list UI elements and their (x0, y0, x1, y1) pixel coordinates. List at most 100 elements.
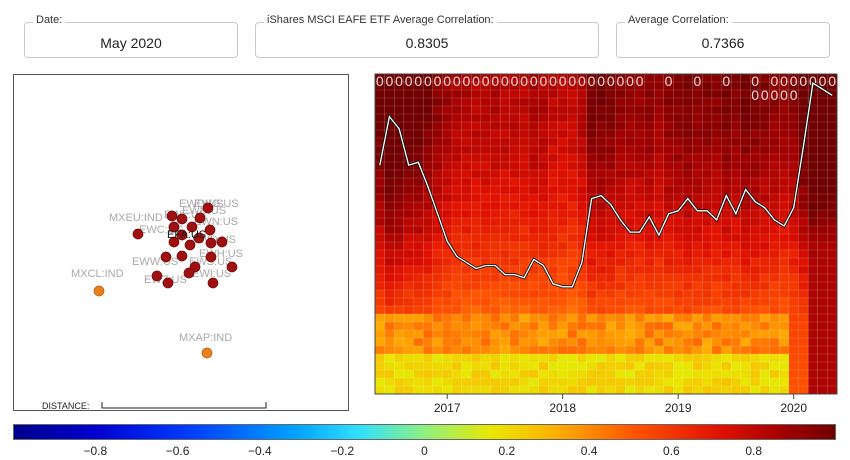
heatmap-cell (442, 201, 453, 211)
heatmap-cell (702, 121, 713, 131)
heatmap-cell (499, 113, 511, 123)
network-node[interactable] (194, 212, 206, 224)
heatmap-cell (721, 129, 732, 139)
network-node[interactable] (186, 221, 198, 233)
heatmap-cell (817, 289, 828, 299)
heatmap-cell (653, 153, 665, 163)
network-node[interactable] (132, 228, 144, 240)
heatmap-cell (653, 97, 665, 107)
heatmap-cell (480, 385, 491, 395)
heatmap-cell (625, 169, 636, 179)
heatmap-cell (740, 361, 751, 371)
heatmap-cell (509, 353, 520, 363)
heatmap-cell (586, 321, 597, 331)
network-node[interactable] (216, 236, 228, 248)
network-node[interactable] (160, 251, 172, 263)
heatmap-cell (682, 273, 694, 283)
network-node[interactable] (168, 221, 180, 233)
network-node[interactable] (151, 270, 163, 282)
heatmap-cell (730, 97, 742, 107)
date-field[interactable]: Date: May 2020 (24, 14, 238, 58)
heatmap-cell (403, 185, 414, 195)
heatmap-cell (451, 177, 463, 187)
heatmap-cell (653, 137, 665, 147)
heatmap-cell (750, 145, 761, 155)
heatmap-cell (538, 249, 549, 259)
heatmap-cell (702, 177, 713, 187)
heatmap-cell (394, 249, 405, 259)
heatmap-cell (374, 169, 386, 179)
heatmap-cell (673, 321, 684, 331)
network-node[interactable] (162, 277, 174, 289)
heatmap-cell (557, 385, 568, 395)
date-value: May 2020 (100, 35, 162, 51)
network-node[interactable] (184, 239, 196, 251)
heatmap-cell (557, 89, 568, 99)
network-node[interactable] (205, 237, 217, 249)
heatmap-cell (499, 361, 511, 371)
colorbar-tick-label: 0.2 (498, 444, 516, 458)
heatmap-cell (615, 353, 626, 363)
network-node[interactable] (204, 224, 216, 236)
heatmap-cell (576, 153, 588, 163)
heatmap-cell (538, 337, 549, 347)
heatmap-cell (750, 169, 761, 179)
heatmap-cell (711, 113, 722, 123)
heatmap-cell (711, 241, 722, 251)
heatmap-cell (692, 241, 703, 251)
network-node[interactable] (176, 250, 188, 262)
network-node[interactable] (168, 236, 180, 248)
heatmap-cell (730, 81, 742, 91)
network-node[interactable] (183, 267, 195, 279)
heatmap-cell (827, 329, 838, 339)
heatmap-cell (817, 273, 828, 283)
heatmap-cell (827, 321, 838, 331)
heatmap-cell (480, 169, 491, 179)
heatmap-cell (682, 161, 694, 171)
heatmap-cell (461, 209, 472, 219)
heatmap-cell (750, 361, 761, 371)
heatmap-cell (634, 377, 645, 387)
network-node[interactable] (207, 277, 219, 289)
heatmap-cell (605, 337, 617, 347)
heatmap-cell (788, 273, 799, 283)
heatmap-cell (422, 201, 434, 211)
network-node[interactable] (176, 229, 188, 241)
heatmap-cell (788, 337, 799, 347)
heatmap-cell (605, 329, 617, 339)
heatmap-cell (817, 137, 828, 147)
heatmap-cell (692, 233, 703, 243)
heatmap-cell (586, 369, 597, 379)
network-node[interactable] (93, 285, 105, 297)
network-node[interactable] (176, 213, 188, 225)
heatmap-zero-label: 0 (607, 73, 615, 89)
heatmap-cell (567, 193, 578, 203)
network-node[interactable] (226, 261, 238, 273)
heatmap-cell (596, 273, 607, 283)
heatmap-cell (807, 249, 819, 259)
heatmap-cell (653, 321, 665, 331)
network-node[interactable] (202, 202, 214, 214)
heatmap-cell (490, 337, 501, 347)
heatmap-cell (528, 121, 540, 131)
colorbar-tick-label: 0.8 (745, 444, 763, 458)
network-node[interactable] (201, 347, 213, 359)
heatmap-cell (576, 273, 588, 283)
heatmap-cell (576, 137, 588, 147)
network-node[interactable] (193, 232, 205, 244)
network-node[interactable] (166, 210, 178, 222)
heatmap-cell (471, 129, 482, 139)
heatmap-cell (692, 177, 703, 187)
colorbar-tick-label: 0.4 (580, 444, 598, 458)
heatmap-cell (605, 385, 617, 395)
network-node[interactable] (205, 251, 217, 263)
heatmap-cell (759, 313, 771, 323)
heatmap-cell (769, 289, 780, 299)
heatmap-cell (557, 377, 568, 387)
heatmap-cell (702, 153, 713, 163)
heatmap-cell (807, 145, 819, 155)
heatmap-cell (422, 361, 434, 371)
heatmap-cell (567, 161, 578, 171)
heatmap-cell (759, 249, 771, 259)
heatmap-cell (721, 353, 732, 363)
